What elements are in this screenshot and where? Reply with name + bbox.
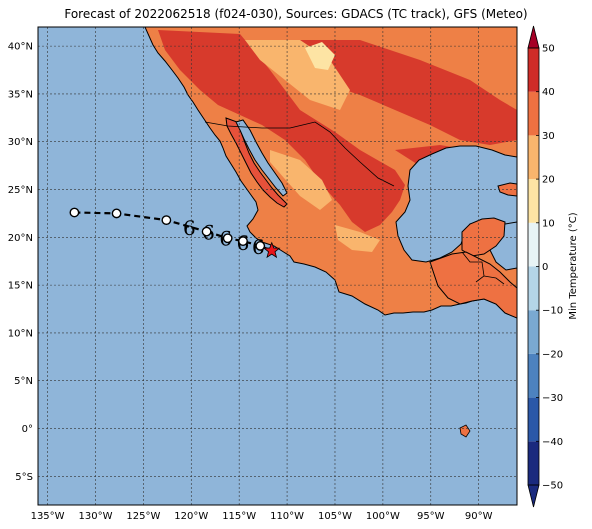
track-forecast-line — [206, 230, 273, 252]
lon-tick-label: 130°W — [78, 511, 112, 522]
latitude-tick-labels: 40°N 35°N 30°N 25°N 20°N 15°N 10°N 5°N 0° 5°S — [8, 42, 33, 483]
lat-tick-label: 0° — [22, 424, 33, 435]
colorbar-tick-label: 40 — [542, 87, 555, 98]
central-mexico-highland — [335, 225, 380, 252]
colorbar-bin — [528, 91, 539, 136]
lon-tick-label: 95°W — [417, 511, 445, 522]
colorbar-bin — [528, 353, 539, 398]
lat-tick-label: 5°S — [15, 472, 33, 483]
lat-tick-label: 15°N — [8, 281, 33, 292]
lon-tick-label: 105°W — [318, 511, 352, 522]
lon-tick-label: 135°W — [31, 511, 65, 522]
colorbar-bin — [528, 48, 539, 92]
track-point — [222, 233, 233, 244]
lon-tick-label: 90°W — [465, 511, 493, 522]
central-america-land — [429, 251, 517, 319]
baja-california-peninsula — [225, 117, 288, 208]
colorbar-extend-max — [527, 25, 540, 49]
lat-tick-label: 35°N — [8, 89, 33, 100]
colorbar-bin — [528, 222, 539, 267]
colorbar-tick-label: −50 — [542, 481, 563, 492]
colorbar-extend-min — [527, 484, 540, 508]
track-point — [201, 226, 212, 237]
colorbar-bin — [528, 441, 539, 485]
lat-tick-label: 30°N — [8, 137, 33, 148]
honduras-border — [483, 275, 505, 285]
colorbar-tick-label: −20 — [542, 349, 563, 360]
track-point — [161, 215, 172, 226]
colorbar-bin — [528, 397, 539, 442]
gulf-of-california — [235, 119, 288, 197]
map-frame — [37, 26, 518, 506]
colorbar-tick-label: −40 — [542, 437, 563, 448]
colorbar-tick-label: 20 — [542, 175, 555, 186]
colorbar-tick-label: 30 — [542, 131, 555, 142]
lon-tick-label: 100°W — [366, 511, 400, 522]
colorbar-tick-label: −10 — [542, 306, 563, 317]
guatemala-border — [461, 251, 485, 283]
cyclone-track: 66666 — [69, 207, 281, 259]
country-borders — [204, 121, 505, 285]
colorbar-bin — [528, 310, 539, 354]
us-southwest-hot-region — [300, 40, 517, 145]
highland-peak-region — [305, 42, 335, 70]
lat-tick-label: 5°N — [14, 376, 33, 387]
longitude-tick-labels: 135°W 130°W 125°W 120°W 115°W 110°W 105°W 100°W… — [31, 511, 493, 522]
track-point — [69, 207, 80, 218]
colorbar-tick-label: 0 — [542, 262, 548, 273]
track-point — [238, 236, 248, 247]
track-point — [111, 208, 122, 219]
colorbar-label: Min Temperature (°C) — [568, 212, 579, 319]
water-bodies — [235, 119, 517, 319]
track-past-line — [74, 211, 207, 233]
lon-tick-label: 120°W — [174, 511, 208, 522]
lon-tick-label: 110°W — [270, 511, 304, 522]
storm-symbol-icon: 6 — [183, 216, 196, 240]
track-point — [255, 241, 266, 251]
us-mexico-border — [204, 121, 395, 187]
colorbar-bin — [528, 135, 539, 180]
revillagigedo-islands — [459, 424, 471, 438]
lon-tick-label: 115°W — [222, 511, 256, 522]
lat-tick-label: 10°N — [8, 328, 33, 339]
colorbar: 50 40 30 20 10 0 −10 −20 −30 −40 −50 — [527, 25, 563, 508]
sierra-madre-cool-region — [270, 150, 332, 210]
lon-tick-label: 125°W — [126, 511, 160, 522]
current-position-star — [263, 241, 281, 259]
colorbar-tick-label: 50 — [542, 44, 555, 55]
lat-tick-label: 40°N — [8, 42, 33, 53]
colorbar-bin — [528, 266, 539, 311]
lat-tick-label: 20°N — [8, 233, 33, 244]
mexico-hot-region — [158, 30, 405, 232]
colorbar-tick-label: 10 — [542, 218, 555, 229]
figure-title: Forecast of 2022062518 (f024-030), Sourc… — [64, 7, 528, 21]
lat-tick-label: 25°N — [8, 185, 33, 196]
colorbar-tick-label: −30 — [542, 393, 563, 404]
colorbar-bin — [528, 179, 539, 223]
